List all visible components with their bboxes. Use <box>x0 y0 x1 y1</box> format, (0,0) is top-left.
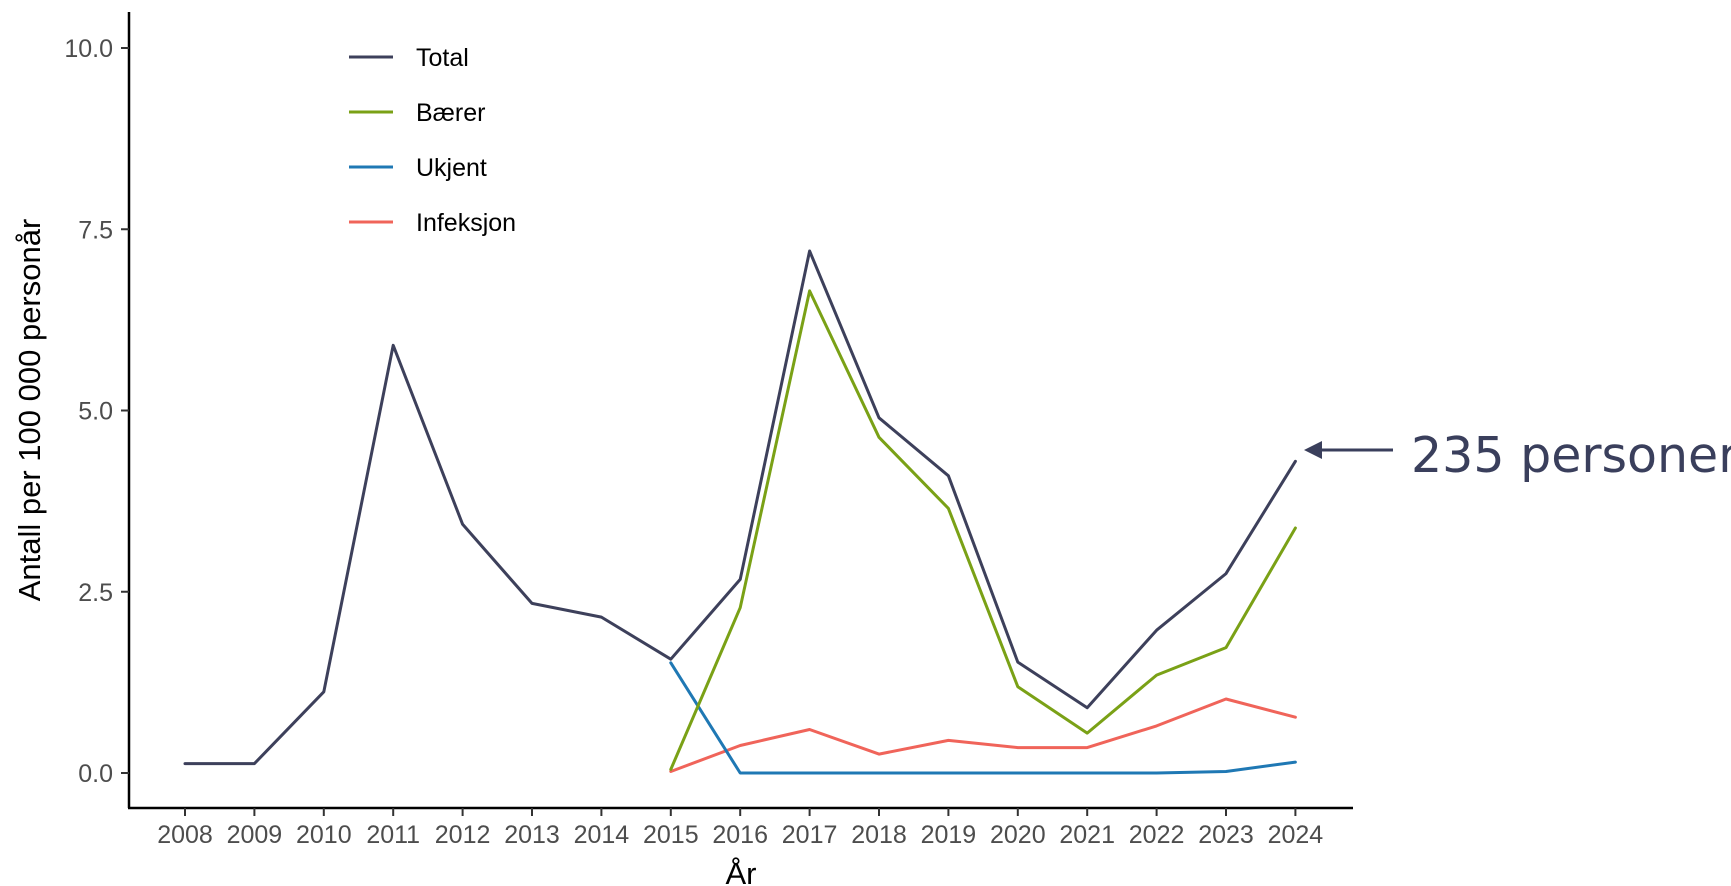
y-ticks: 0.0 2.5 5.0 7.5 10.0 <box>64 35 129 788</box>
x-tick-label: 2012 <box>435 821 491 849</box>
x-tick-label: 2022 <box>1129 821 1185 849</box>
x-tick-label: 2023 <box>1198 821 1254 849</box>
x-tick-label: 2015 <box>643 821 699 849</box>
x-tick-label: 2011 <box>366 821 420 849</box>
annotation-text: 235 personer <box>1411 427 1731 484</box>
x-tick-label: 2024 <box>1268 821 1324 849</box>
x-tick-label: 2014 <box>574 821 630 849</box>
x-tick-label: 2008 <box>157 821 213 849</box>
x-tick-label: 2017 <box>782 821 838 849</box>
x-tick-label: 2010 <box>296 821 352 849</box>
x-axis-title: År <box>726 856 757 886</box>
y-tick-label: 2.5 <box>78 579 113 607</box>
x-tick-label: 2020 <box>990 821 1046 849</box>
legend-label: Ukjent <box>416 154 487 182</box>
x-tick-label: 2013 <box>504 821 560 849</box>
legend-label: Infeksjon <box>416 209 516 237</box>
series-line-bærer <box>669 289 1297 771</box>
x-tick-label: 2021 <box>1059 821 1115 849</box>
y-tick-label: 0.0 <box>78 760 113 788</box>
series-line-total <box>183 249 1297 766</box>
legend-label: Bærer <box>416 99 485 127</box>
y-tick-label: 10.0 <box>64 35 113 63</box>
series-lines <box>183 249 1297 775</box>
annotation: 235 personer <box>1304 427 1731 484</box>
series-line-ukjent <box>669 661 1297 775</box>
axes <box>127 12 1353 810</box>
y-tick-label: 7.5 <box>78 216 113 244</box>
legend: Total Bærer Ukjent Infeksjon <box>349 44 516 237</box>
series-line-infeksjon <box>669 697 1297 773</box>
x-ticks: 2008 2009 2010 2011 2012 2013 2014 2015 2016 2017… <box>157 808 1323 849</box>
x-tick-label: 2016 <box>712 821 768 849</box>
legend-label: Total <box>416 44 469 72</box>
x-tick-label: 2019 <box>921 821 977 849</box>
annotation-arrow-icon <box>1304 441 1322 459</box>
x-tick-label: 2018 <box>851 821 907 849</box>
x-tick-label: 2009 <box>227 821 283 849</box>
y-axis-title: Antall per 100 000 personår <box>12 219 47 602</box>
y-tick-label: 5.0 <box>78 398 113 426</box>
